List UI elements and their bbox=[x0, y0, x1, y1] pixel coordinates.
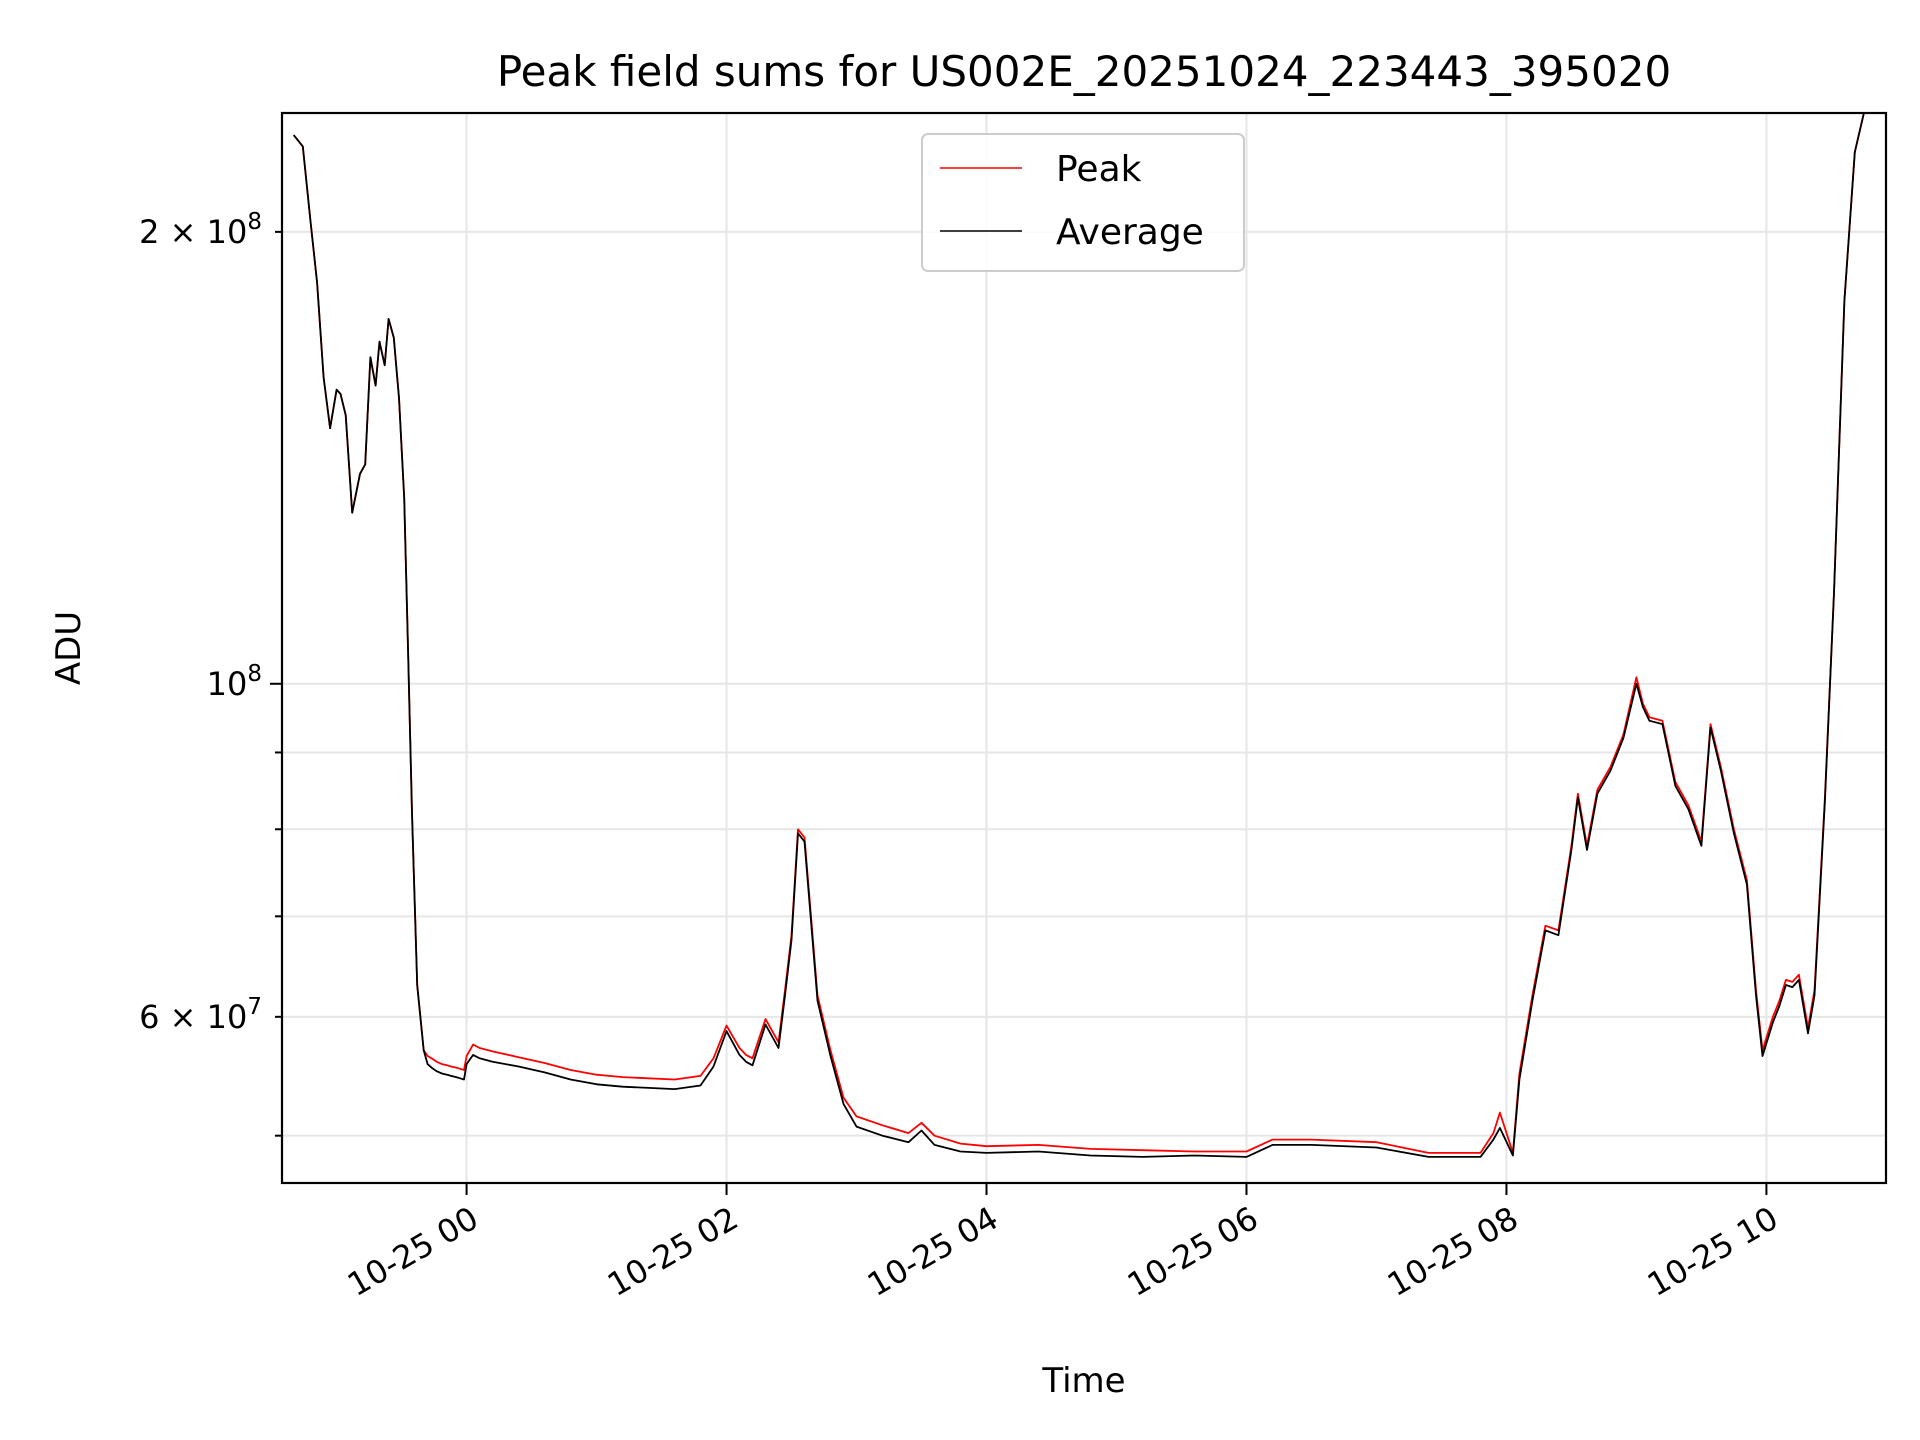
series-group bbox=[292, 113, 1867, 1158]
y-tick-label: 108 bbox=[207, 661, 262, 703]
series-line-average bbox=[292, 113, 1867, 1158]
legend-label-average: Average bbox=[1056, 212, 1204, 253]
y-tick-label: 2 × 108 bbox=[139, 209, 262, 251]
y-tick-label: 6 × 107 bbox=[139, 994, 262, 1036]
series-layer bbox=[292, 113, 1867, 1158]
x-axis-label: Time bbox=[1041, 1361, 1125, 1401]
legend: Peak Average bbox=[921, 133, 1245, 272]
legend-label-peak: Peak bbox=[1056, 149, 1142, 190]
y-axis-label: ADU bbox=[49, 611, 89, 685]
plot-frame bbox=[280, 111, 1888, 1185]
chart-title: Peak field sums for US002E_20251024_2234… bbox=[497, 47, 1671, 96]
